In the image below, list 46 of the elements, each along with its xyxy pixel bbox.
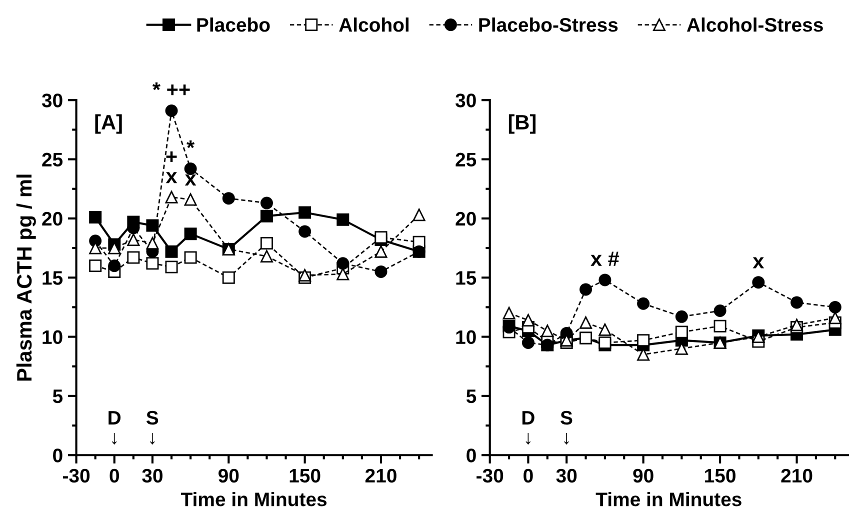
x-tick-label: 0 [524,468,533,483]
y-tick-label: 10 [456,330,476,344]
text: [A] [95,114,122,134]
annotation: x [166,172,178,184]
y-tick-label: 15 [456,271,476,285]
x-tick-label: 30 [556,468,577,483]
annotation: x # [590,252,620,266]
y-tick-label: 20 [456,212,476,226]
y-tick-label: 30 [42,94,62,108]
legend-label: Alcohol [339,18,408,32]
y-tick-label: 30 [455,94,476,108]
x-tick-label: 90 [218,468,239,483]
y-tick-label: 10 [42,330,62,344]
y-tick-label: 15 [42,271,63,285]
legend-label: Placebo [197,18,270,32]
x-tick-label: -30 [476,468,504,483]
annotation: D ↓ [522,411,534,445]
legend-label: Alcohol-Stress [686,18,823,32]
y-tick-label: 5 [52,390,63,404]
y-tick-label: 5 [466,390,476,404]
annotation: D ↓ [108,411,121,445]
annotation: * [186,140,195,148]
y-tick-label: 0 [53,448,62,462]
y-tick-label: 20 [42,212,62,226]
annotation: x [752,257,764,268]
x-tick-label: 210 [781,468,812,483]
x-tick-label: -30 [63,468,90,483]
annotation: S ↓ [560,410,572,445]
x-tick-label: 150 [290,468,320,483]
annotation: + [166,151,177,162]
y-tick-label: 25 [42,152,63,167]
y-axis-title: Plasma ACTH pg / ml [16,174,36,381]
x-tick-label: 210 [365,468,396,483]
x-tick-label: 90 [633,468,654,483]
legend-label: Placebo-Stress [479,18,618,32]
x-tick-label: 150 [705,468,736,483]
annotation: * ++ [152,82,190,96]
y-tick-label: 25 [456,152,476,167]
x-tick-label: 30 [142,468,162,483]
x-axis-title: Time in Minutes [596,492,742,506]
x-tick-label: 0 [110,468,119,483]
y-tick-label: 0 [466,448,476,462]
x-axis-title: Time in Minutes [180,492,327,506]
annotation: S ↓ [146,410,158,445]
text: [B] [508,114,536,134]
annotation: x [184,174,196,186]
